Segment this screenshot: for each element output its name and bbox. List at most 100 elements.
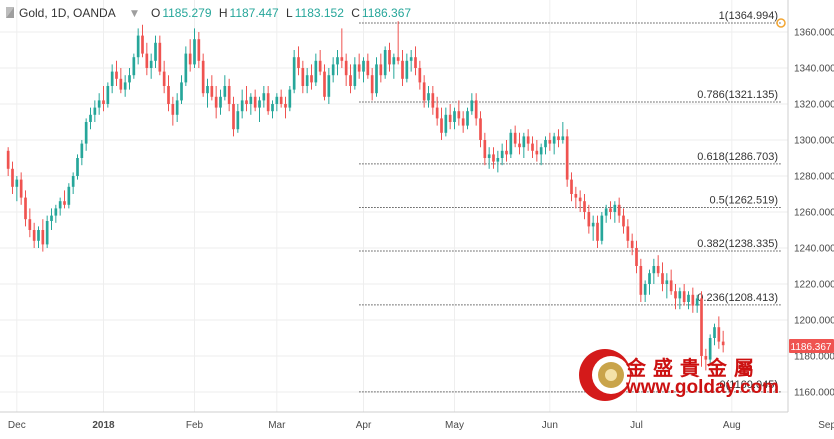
candle-body — [331, 64, 335, 76]
candle — [548, 132, 552, 151]
candle-body — [691, 294, 695, 306]
candle — [708, 334, 712, 364]
candle — [492, 147, 495, 169]
candle — [336, 50, 339, 76]
candle-body — [162, 71, 166, 86]
candle-body — [50, 215, 53, 221]
candle-body — [336, 57, 339, 65]
candle — [58, 197, 62, 216]
candle — [219, 89, 222, 115]
candle-body — [392, 57, 396, 65]
candle-body — [669, 280, 673, 292]
candle-body — [236, 111, 240, 130]
symbol-dropdown-icon[interactable]: ▼ — [131, 9, 138, 19]
candle — [678, 287, 682, 310]
candle-body — [214, 96, 218, 108]
candle-body — [149, 60, 153, 68]
candle — [600, 212, 604, 245]
fib-anchor-handle[interactable] — [776, 18, 786, 28]
candle-body — [470, 100, 474, 112]
candle — [45, 215, 49, 248]
candle — [587, 204, 591, 234]
candle-body — [379, 64, 383, 76]
candle — [596, 215, 599, 248]
candle-body — [76, 158, 79, 176]
candle — [201, 53, 205, 97]
candle — [539, 143, 543, 166]
candle — [193, 28, 196, 68]
candle-body — [171, 104, 175, 115]
high-label: H — [219, 6, 228, 20]
candle-body — [349, 75, 352, 86]
candle — [427, 86, 430, 108]
candle-body — [197, 39, 201, 61]
candle — [379, 53, 383, 83]
candle-body — [674, 291, 677, 299]
candle — [210, 75, 214, 101]
candle-body — [396, 57, 400, 61]
candle — [271, 100, 274, 119]
candle-body — [353, 64, 357, 86]
candle-body — [596, 222, 599, 241]
fibonacci-retracement[interactable]: 1(1364.994) 0.786(1321.135) 0.618(1286.703… — [359, 10, 786, 393]
candle — [652, 258, 656, 284]
candle-body — [440, 118, 443, 133]
candle — [11, 161, 14, 194]
candle-body — [106, 86, 110, 104]
candle-body — [496, 158, 500, 162]
candle — [609, 201, 612, 220]
candle-body — [327, 75, 331, 97]
y-tick-label: 1220.000 — [794, 280, 834, 291]
candle-body — [522, 136, 526, 148]
candle — [565, 129, 569, 187]
candle-body — [357, 64, 361, 72]
candle-body — [500, 150, 504, 158]
candle-body — [574, 194, 578, 198]
candle — [613, 201, 617, 223]
candle — [552, 132, 556, 155]
candle — [167, 75, 170, 112]
candle-body — [678, 291, 682, 299]
candle-body — [435, 107, 439, 119]
fib-level-label: 0.236(1208.413) — [697, 292, 778, 304]
time-axis[interactable] — [0, 412, 788, 439]
candle — [695, 294, 699, 313]
candle-body — [643, 284, 647, 295]
candle — [141, 24, 144, 58]
candle-body — [409, 57, 413, 61]
candle — [123, 75, 127, 97]
y-tick-label: 1280.000 — [794, 172, 834, 183]
candle-body — [271, 104, 274, 112]
candle-body — [401, 60, 404, 79]
candle-body — [444, 114, 448, 133]
candle — [643, 280, 647, 302]
candle — [275, 93, 279, 112]
x-tick-label: Sep — [818, 420, 834, 431]
candle-body — [275, 96, 279, 104]
candle — [440, 107, 443, 140]
candle — [119, 68, 123, 94]
candle-body — [84, 122, 88, 144]
candle — [513, 125, 517, 148]
candle — [622, 208, 625, 234]
candle-body — [262, 93, 266, 101]
x-tick-label: Dec — [8, 420, 26, 431]
candle — [227, 78, 231, 112]
candle-body — [119, 78, 123, 90]
candle-body — [717, 327, 721, 342]
candle — [110, 64, 114, 94]
candle — [505, 140, 508, 162]
candle-body — [539, 147, 543, 155]
candle — [323, 64, 326, 101]
candle — [370, 68, 374, 101]
candle — [656, 255, 660, 277]
candle-body — [136, 35, 140, 58]
candle — [93, 100, 97, 122]
candle — [67, 183, 71, 209]
candle-body — [518, 143, 521, 148]
x-tick-label: Feb — [186, 420, 204, 431]
candle-body — [219, 96, 222, 108]
candle-body — [695, 298, 699, 306]
